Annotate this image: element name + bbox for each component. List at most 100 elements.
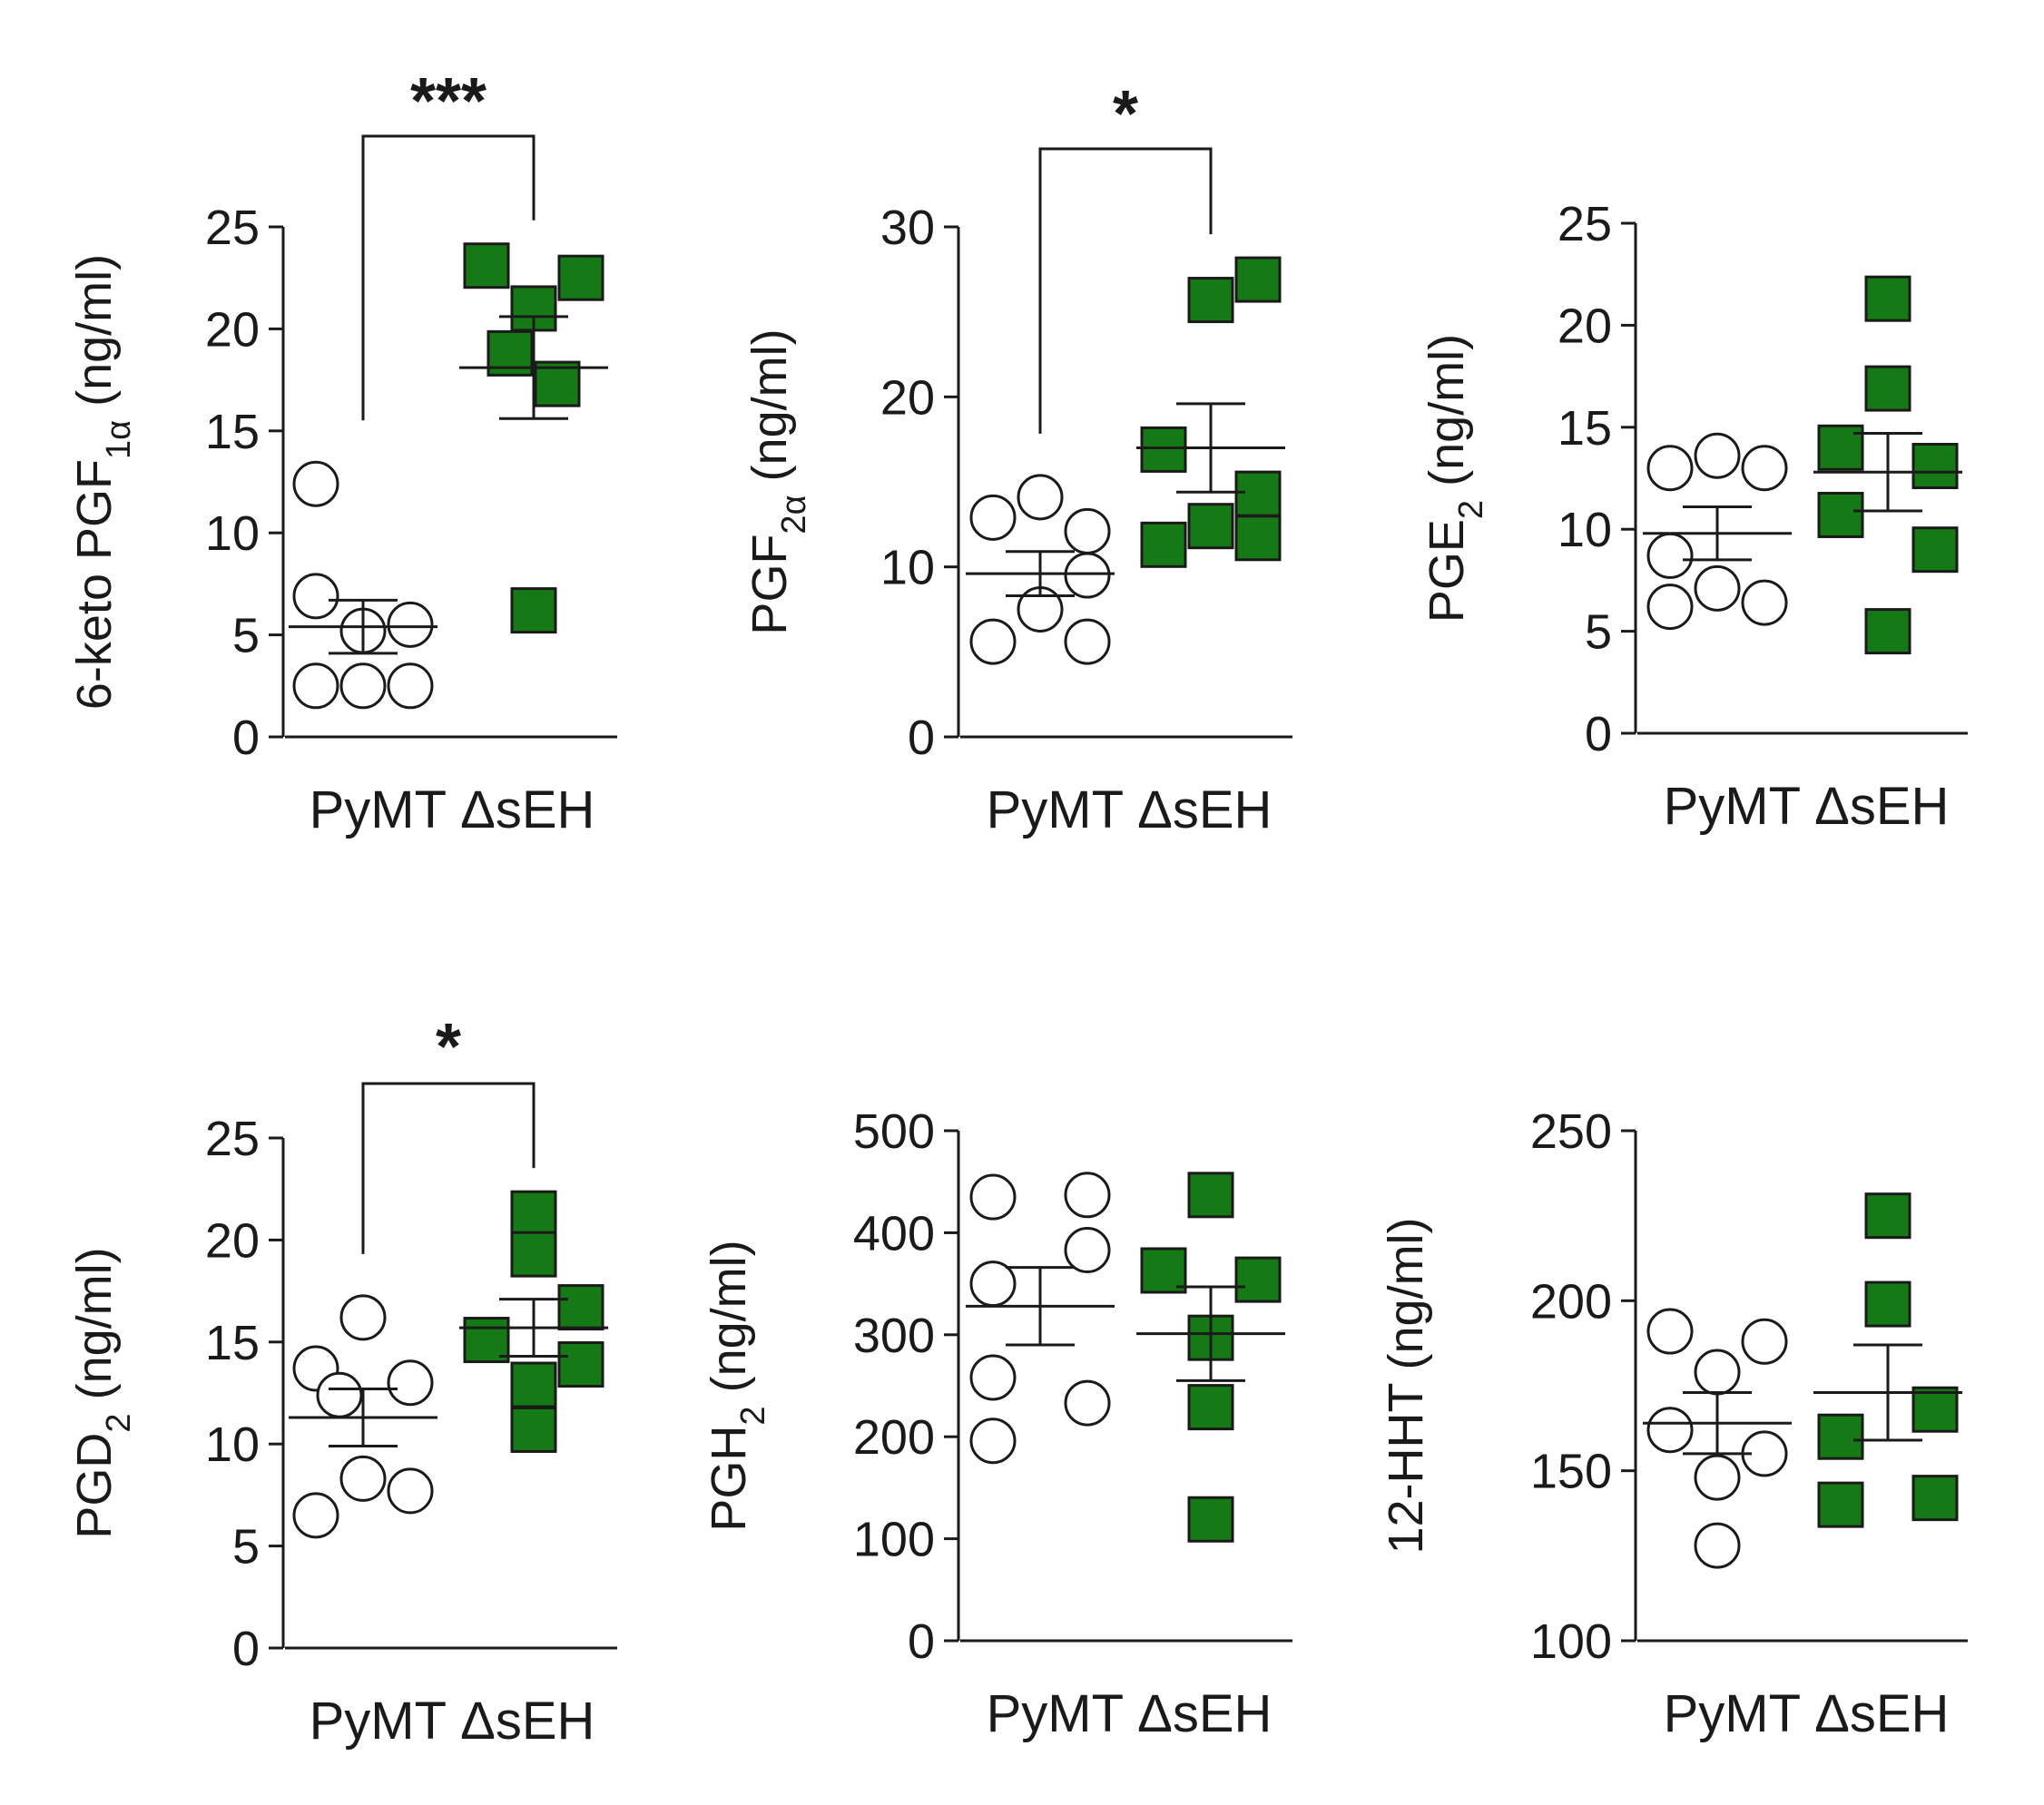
data-point-square (1187, 1172, 1234, 1219)
data-point-square (463, 1317, 510, 1364)
y-tick-label: 5 (232, 609, 260, 663)
significance-bracket (1038, 147, 1213, 434)
y-tick-label: 20 (1558, 299, 1612, 353)
data-point-circle (292, 1492, 339, 1539)
y-tick-label: 25 (205, 1112, 260, 1166)
data-point-square (1817, 1413, 1864, 1460)
data-point-square (1140, 426, 1187, 473)
data-point-circle (292, 460, 339, 507)
y-tick-label: 10 (205, 1418, 260, 1472)
y-axis-label: PGH2 (ng/ml) (702, 1240, 772, 1531)
data-point-circle (969, 494, 1017, 541)
series-delta-seh (459, 1190, 608, 1453)
y-tick-label: 5 (232, 1520, 260, 1574)
data-point-circle (1694, 432, 1741, 479)
panel-6: 100 150 200 250 12-HHT (ng/ml) PyMT ΔsEH (1379, 1104, 1968, 1743)
y-tick-label: 20 (205, 302, 260, 357)
y-tick-label: 15 (205, 405, 260, 459)
significance-stars: * (1113, 78, 1138, 151)
significance-bracket (361, 134, 536, 421)
data-point-circle (1064, 507, 1111, 554)
data-point-circle (1017, 474, 1064, 521)
data-point-circle (387, 1359, 434, 1407)
data-point-square (534, 360, 581, 407)
data-point-square (1140, 1247, 1187, 1294)
data-point-circle (387, 601, 434, 648)
y-tick-label: 0 (908, 1614, 935, 1669)
y-tick-label: 200 (853, 1410, 935, 1465)
data-point-square (1817, 1481, 1864, 1528)
x-category-label: PyMT ΔsEH (987, 1684, 1273, 1743)
series-delta-seh (459, 242, 608, 634)
data-point-circle (339, 662, 387, 710)
series-pymt (966, 1172, 1115, 1465)
data-point-circle (1064, 1227, 1111, 1274)
y-tick-label: 200 (1530, 1274, 1612, 1329)
data-point-circle (969, 1173, 1017, 1221)
y-tick-label: 20 (880, 370, 935, 425)
data-point-square (1234, 1256, 1282, 1303)
data-point-circle (1646, 584, 1694, 631)
y-tick-label: 0 (908, 711, 935, 765)
y-tick-label: 15 (205, 1316, 260, 1370)
y-axis-label: PGF2α (ng/ml) (742, 329, 813, 634)
series-pymt (1643, 1308, 1792, 1569)
y-tick-label: 30 (880, 201, 935, 255)
data-point-square (1911, 526, 1959, 574)
series-pymt (289, 1294, 437, 1539)
data-point-circle (1646, 532, 1694, 579)
series-pymt (1643, 432, 1792, 631)
panel-1: 0 5 10 15 20 25 6-keto PGF1α (ng/ml) PyMT ΔsEH *… (67, 65, 617, 839)
data-point-square (510, 1190, 557, 1237)
data-point-square (1911, 1475, 1959, 1522)
data-point-square (510, 1406, 557, 1453)
significance-stars: *** (410, 65, 486, 138)
data-point-square (510, 1231, 557, 1278)
data-point-circle (387, 662, 434, 710)
y-tick-label: 400 (853, 1206, 935, 1261)
significance-bracket (361, 1082, 536, 1254)
x-category-label: PyMT ΔsEH (310, 780, 595, 839)
data-point-circle (1694, 564, 1741, 612)
y-tick-label: 100 (1530, 1614, 1612, 1669)
y-axis-label: 12-HHT (ng/ml) (1379, 1217, 1433, 1554)
panel-4: 0 5 10 15 20 25 PGD2 (ng/ml) PyMT ΔsEH * (67, 1011, 617, 1751)
data-point-square (1234, 256, 1282, 303)
data-point-circle (969, 1418, 1017, 1465)
x-category-label: PyMT ΔsEH (1664, 1684, 1950, 1743)
x-category-label: PyMT ΔsEH (310, 1692, 595, 1751)
data-point-square (1187, 277, 1234, 324)
data-point-square (1187, 1496, 1234, 1543)
data-point-circle (1646, 1308, 1694, 1355)
data-point-square (1234, 470, 1282, 517)
data-point-circle (292, 662, 339, 710)
x-category-label: PyMT ΔsEH (1664, 777, 1950, 836)
y-tick-label: 500 (853, 1104, 935, 1159)
y-tick-label: 0 (1585, 707, 1612, 761)
y-tick-label: 10 (880, 541, 935, 595)
y-axis-label: 6-keto PGF1α (ng/ml) (67, 254, 138, 710)
data-point-square (557, 254, 604, 301)
panel-5: 0 100 200 300 400 500 PGH2 (ng/ml) PyMT ΔsEH (702, 1104, 1292, 1743)
data-point-square (557, 1341, 604, 1388)
data-point-square (510, 587, 557, 634)
panel-2: 0 10 20 30 PGF2α (ng/ml) PyMT ΔsEH * (742, 78, 1292, 839)
x-category-label: PyMT ΔsEH (987, 780, 1273, 839)
series-delta-seh (1136, 256, 1285, 568)
y-tick-label: 20 (205, 1213, 260, 1268)
series-delta-seh (1813, 1192, 1962, 1528)
y-tick-label: 250 (1530, 1104, 1612, 1159)
data-point-circle (1064, 1172, 1111, 1219)
y-tick-label: 15 (1558, 401, 1612, 456)
data-point-square (557, 1284, 604, 1331)
data-point-circle (1064, 618, 1111, 665)
series-pymt (966, 474, 1115, 665)
y-tick-label: 300 (853, 1309, 935, 1363)
data-point-circle (292, 573, 339, 620)
data-point-square (510, 1361, 557, 1408)
data-point-circle (339, 1294, 387, 1341)
panel-3: 0 5 10 15 20 25 PGE2 (ng/ml) PyMT ΔsEH (1420, 197, 1968, 836)
y-tick-label: 0 (232, 711, 260, 765)
data-point-circle (1694, 1522, 1741, 1569)
